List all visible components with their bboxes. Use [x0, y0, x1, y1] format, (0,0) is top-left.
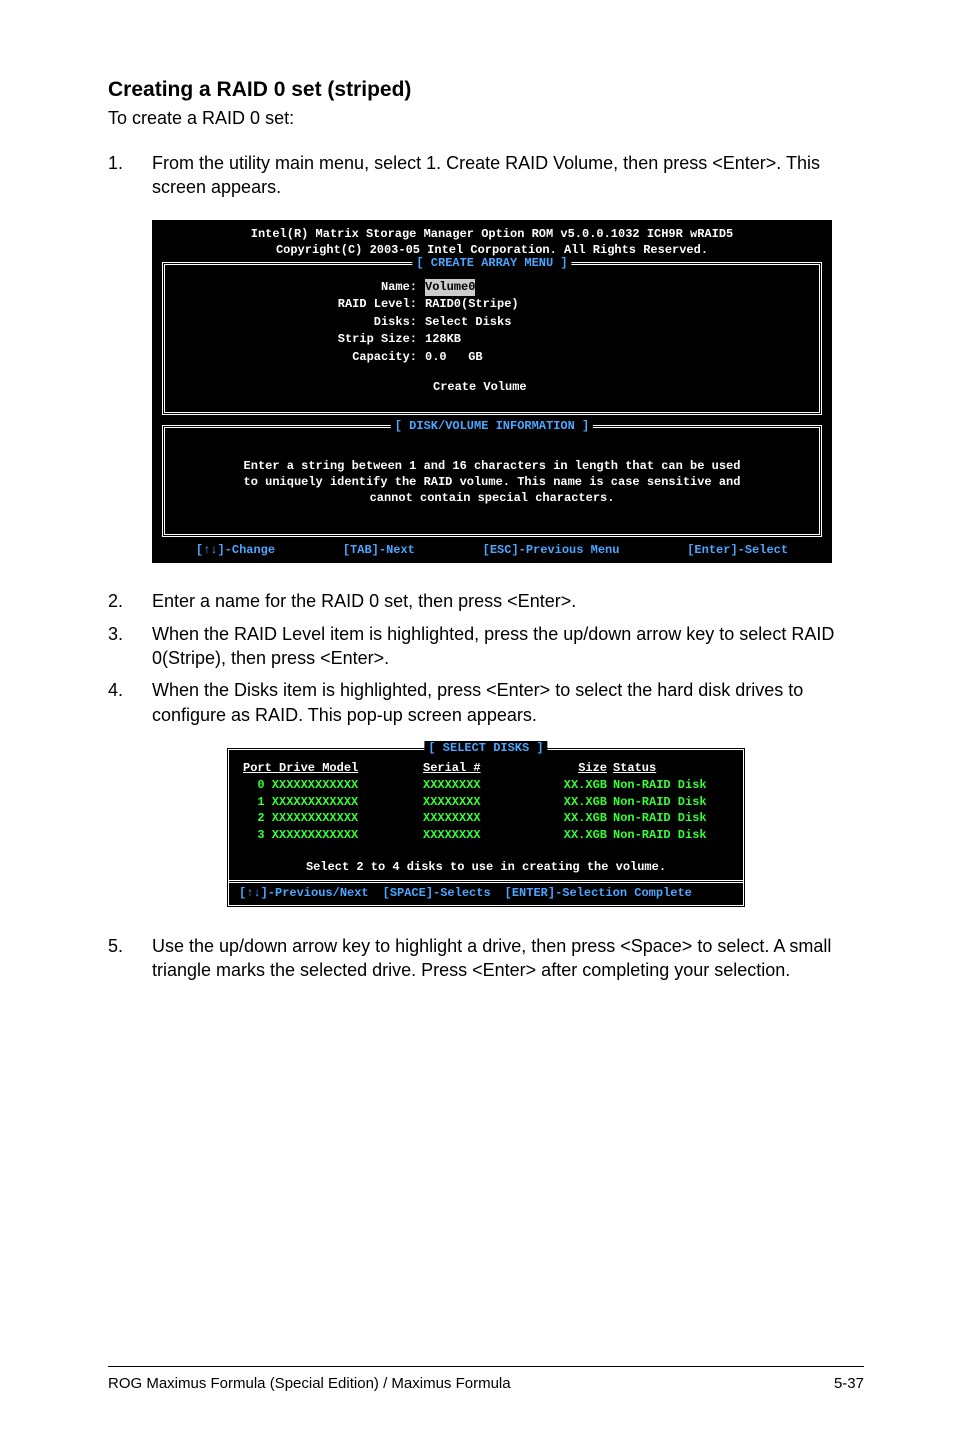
disks-footer-prevnext: [↑↓]-Previous/Next: [239, 886, 369, 900]
capacity-value[interactable]: 0.0 GB: [425, 349, 483, 366]
step-1: 1. From the utility main menu, select 1.…: [108, 151, 864, 200]
strip-size-value[interactable]: 128KB: [425, 331, 461, 348]
name-input[interactable]: Volume0: [425, 279, 475, 296]
col-serial: Serial #: [423, 760, 553, 777]
step-5: 5. Use the up/down arrow key to highligh…: [108, 934, 864, 983]
footer-change: [↑↓]-Change: [196, 543, 275, 557]
disk-row[interactable]: 1 XXXXXXXXXXXX XXXXXXXX XX.XGB Non-RAID …: [243, 794, 729, 811]
disk-serial: XXXXXXXX: [423, 777, 553, 794]
disks-footer-select: [SPACE]-Selects: [383, 886, 491, 900]
step-2: 2. Enter a name for the RAID 0 set, then…: [108, 589, 864, 613]
disk-status: Non-RAID Disk: [613, 777, 729, 794]
disk-row[interactable]: 2 XXXXXXXXXXXX XXXXXXXX XX.XGB Non-RAID …: [243, 810, 729, 827]
step-text: When the RAID Level item is highlighted,…: [152, 622, 864, 671]
create-array-menu-label: [ CREATE ARRAY MENU ]: [412, 256, 571, 270]
step-4: 4. When the Disks item is highlighted, p…: [108, 678, 864, 727]
page-footer: ROG Maximus Formula (Special Edition) / …: [108, 1366, 864, 1392]
info-line-2: to uniquely identify the RAID volume. Th…: [179, 474, 805, 490]
capacity-label: Capacity:: [175, 349, 425, 366]
footer-next: [TAB]-Next: [343, 543, 415, 557]
step-number: 1.: [108, 151, 152, 200]
col-size: Size: [553, 760, 613, 777]
bios-select-disks-screen: [ SELECT DISKS ] Port Drive Model Serial…: [226, 747, 746, 908]
select-disks-label: [ SELECT DISKS ]: [424, 741, 547, 755]
disk-row[interactable]: 3 XXXXXXXXXXXX XXXXXXXX XX.XGB Non-RAID …: [243, 827, 729, 844]
disk-model: 1 XXXXXXXXXXXX: [243, 794, 423, 811]
intro-text: To create a RAID 0 set:: [108, 108, 864, 129]
step-number: 5.: [108, 934, 152, 983]
info-line-1: Enter a string between 1 and 16 characte…: [179, 458, 805, 474]
disk-status: Non-RAID Disk: [613, 810, 729, 827]
create-volume-action[interactable]: Create Volume: [175, 380, 809, 394]
bios-create-array-screen: Intel(R) Matrix Storage Manager Option R…: [152, 220, 832, 564]
disk-model: 2 XXXXXXXXXXXX: [243, 810, 423, 827]
strip-size-label: Strip Size:: [175, 331, 425, 348]
disk-serial: XXXXXXXX: [423, 810, 553, 827]
disk-size: XX.XGB: [553, 794, 613, 811]
disk-model: 0 XXXXXXXXXXXX: [243, 777, 423, 794]
page-heading: Creating a RAID 0 set (striped): [108, 78, 864, 102]
disk-row[interactable]: 0 XXXXXXXXXXXX XXXXXXXX XX.XGB Non-RAID …: [243, 777, 729, 794]
disk-status: Non-RAID Disk: [613, 794, 729, 811]
footer-select: [Enter]-Select: [687, 543, 788, 557]
footer-right: 5-37: [834, 1375, 864, 1392]
footer-prev: [ESC]-Previous Menu: [483, 543, 620, 557]
disk-status: Non-RAID Disk: [613, 827, 729, 844]
disks-label: Disks:: [175, 314, 425, 331]
select-disks-msg: Select 2 to 4 disks to use in creating t…: [229, 860, 743, 874]
step-3: 3. When the RAID Level item is highlight…: [108, 622, 864, 671]
col-status: Status: [613, 760, 729, 777]
disk-size: XX.XGB: [553, 810, 613, 827]
disk-serial: XXXXXXXX: [423, 794, 553, 811]
info-line-3: cannot contain special characters.: [179, 490, 805, 506]
step-number: 3.: [108, 622, 152, 671]
disk-size: XX.XGB: [553, 827, 613, 844]
step-text: Use the up/down arrow key to highlight a…: [152, 934, 864, 983]
disk-volume-info-label: [ DISK/VOLUME INFORMATION ]: [391, 419, 593, 433]
step-text: Enter a name for the RAID 0 set, then pr…: [152, 589, 864, 613]
bios-title-1: Intel(R) Matrix Storage Manager Option R…: [162, 226, 822, 242]
name-label: Name:: [175, 279, 425, 296]
raid-level-value[interactable]: RAID0(Stripe): [425, 296, 519, 313]
step-number: 4.: [108, 678, 152, 727]
disks-footer-complete: [ENTER]-Selection Complete: [505, 886, 692, 900]
footer-left: ROG Maximus Formula (Special Edition) / …: [108, 1375, 511, 1392]
step-number: 2.: [108, 589, 152, 613]
disk-size: XX.XGB: [553, 777, 613, 794]
col-drive-model: Port Drive Model: [243, 760, 423, 777]
raid-level-label: RAID Level:: [175, 296, 425, 313]
step-text: From the utility main menu, select 1. Cr…: [152, 151, 864, 200]
disk-model: 3 XXXXXXXXXXXX: [243, 827, 423, 844]
disks-value[interactable]: Select Disks: [425, 314, 511, 331]
step-text: When the Disks item is highlighted, pres…: [152, 678, 864, 727]
disk-serial: XXXXXXXX: [423, 827, 553, 844]
